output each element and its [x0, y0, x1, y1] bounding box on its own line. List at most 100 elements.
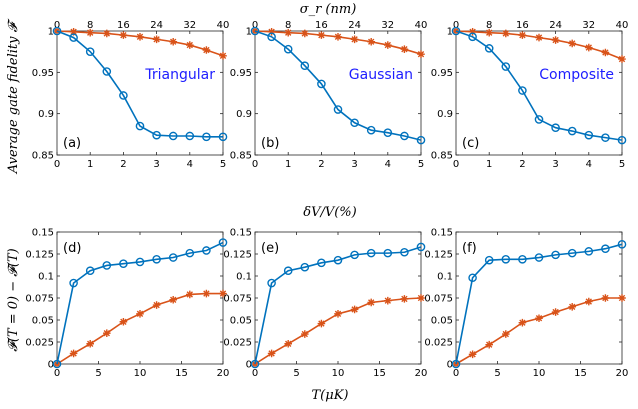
data-point-circle	[551, 123, 560, 133]
x-tick-label: 0	[54, 159, 60, 170]
data-point-circle	[135, 257, 145, 267]
y-tick-label: 1	[447, 27, 453, 38]
data-point-star	[267, 349, 276, 358]
data-point-star	[186, 290, 194, 299]
data-point-star	[518, 318, 527, 327]
data-point-circle	[350, 118, 359, 128]
data-point-circle	[283, 44, 293, 54]
x-tick-label: 5	[95, 368, 101, 379]
data-point-star	[202, 289, 211, 298]
x-tick-label: 4	[586, 159, 592, 170]
data-point-star	[169, 37, 177, 46]
data-point-star	[186, 41, 194, 49]
x-tick-label: 4	[187, 159, 193, 170]
data-point-circle	[416, 242, 426, 252]
data-point-circle	[152, 130, 161, 140]
data-point-circle	[366, 125, 376, 135]
series-line-circle	[455, 243, 623, 365]
y-tick-label: 0.9	[236, 109, 252, 120]
top-tick-label: 40	[415, 20, 428, 31]
middle-x-axis-label: δV/V(%)	[303, 205, 356, 220]
data-point-star	[103, 329, 111, 337]
data-point-circle	[567, 248, 577, 258]
data-point-circle	[484, 44, 494, 53]
data-point-star	[400, 295, 409, 303]
data-point-star	[317, 319, 326, 328]
x-tick-label: 2	[519, 159, 525, 170]
x-tick-label: 2	[120, 159, 126, 170]
data-point-star	[585, 43, 593, 52]
data-point-star	[103, 29, 111, 38]
top-tick-label: 0	[54, 20, 60, 31]
data-point-circle	[366, 248, 376, 258]
data-point-star	[384, 296, 392, 305]
data-point-circle	[400, 247, 409, 257]
x-tick-label: 3	[552, 159, 558, 170]
data-point-circle	[202, 246, 211, 255]
y-tick-label: 0.9	[38, 109, 54, 120]
x-tick-label: 2	[318, 159, 324, 170]
x-tick-label: 15	[175, 368, 188, 379]
data-point-star	[69, 28, 78, 36]
x-tick-label: 1	[87, 159, 93, 170]
data-point-circle	[102, 261, 112, 270]
data-point-circle	[119, 91, 128, 100]
data-point-circle	[501, 254, 511, 264]
top-tick-label: 24	[549, 20, 562, 31]
data-point-star	[86, 339, 94, 348]
data-point-star	[485, 340, 493, 349]
top-tick-label: 24	[150, 20, 163, 31]
data-point-circle	[267, 278, 276, 288]
data-point-circle	[484, 255, 494, 265]
data-point-star	[468, 28, 477, 36]
chart-panel-6: 0 5 10 15 20 0 0.025 0.05 0.075 0.1 0.125 0.15 (f)	[424, 228, 628, 380]
top-tick-label: 40	[217, 20, 230, 31]
data-point-circle	[601, 244, 610, 254]
y-tick-label: 0.075	[424, 294, 453, 305]
y-tick-label: 1	[48, 27, 54, 38]
data-point-circle	[534, 115, 544, 124]
top-tick-label: 16	[315, 20, 328, 31]
top-y-axis-label: Average gate fidelity 𝓕	[6, 18, 21, 174]
data-point-star	[334, 310, 342, 318]
data-point-star	[384, 41, 392, 49]
data-point-star	[502, 330, 510, 338]
series-line-circle	[56, 30, 223, 138]
data-point-star	[69, 349, 78, 358]
y-tick-label: 0.1	[38, 272, 54, 283]
data-point-star	[202, 46, 211, 54]
data-point-circle	[267, 32, 276, 42]
x-tick-label: 20	[415, 368, 428, 379]
x-tick-label: 0	[252, 368, 258, 379]
data-point-star	[417, 294, 425, 302]
data-point-circle	[551, 250, 560, 260]
x-tick-label: 15	[574, 368, 587, 379]
data-point-circle	[283, 266, 293, 276]
panel-label: (f)	[462, 241, 477, 256]
data-point-circle	[333, 105, 343, 114]
data-point-circle	[584, 130, 594, 140]
data-point-star	[367, 298, 375, 307]
data-point-star	[119, 317, 128, 326]
data-point-circle	[518, 254, 527, 264]
top-tick-label: 40	[616, 20, 629, 31]
top-tick-label: 16	[516, 20, 529, 31]
y-tick-label: 0.15	[230, 228, 252, 239]
x-tick-label: 20	[217, 368, 230, 379]
x-tick-label: 1	[285, 159, 291, 170]
data-point-circle	[85, 47, 95, 56]
data-point-star	[219, 52, 227, 60]
x-tick-label: 10	[134, 368, 147, 379]
data-point-circle	[250, 359, 260, 369]
y-tick-label: 0.075	[25, 294, 54, 305]
data-point-circle	[185, 248, 195, 258]
top-tick-label: 32	[381, 20, 394, 31]
data-point-star	[350, 35, 359, 44]
y-tick-label: 0.1	[236, 272, 252, 283]
chart-panel-5: 0 5 10 15 20 0 0.025 0.05 0.075 0.1 0.125 0.15 (e)	[223, 228, 427, 380]
x-tick-label: 5	[418, 159, 424, 170]
data-point-circle	[584, 247, 594, 256]
